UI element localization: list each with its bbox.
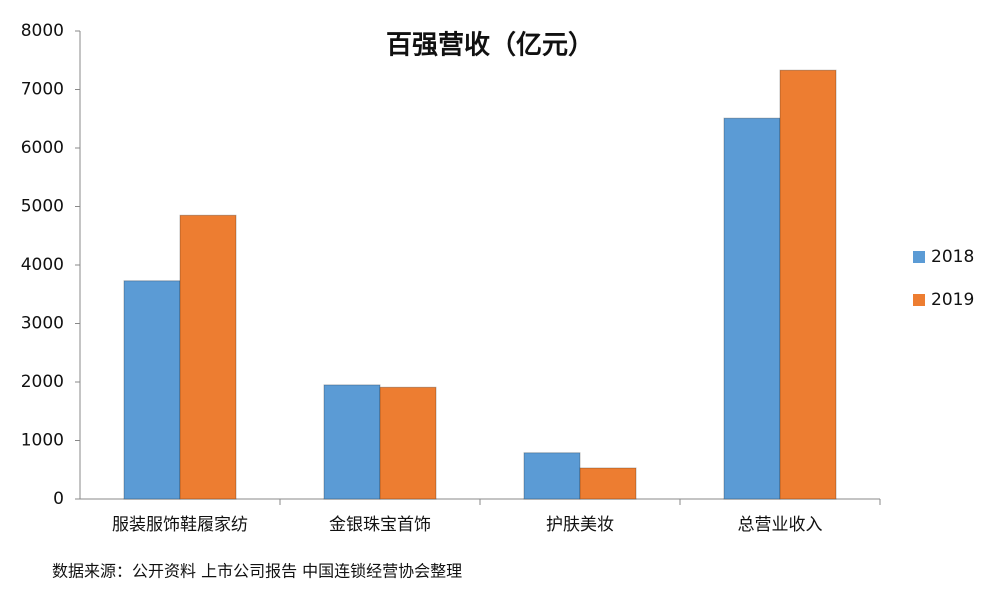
legend-label: 2019 — [931, 290, 974, 310]
x-tick-label: 总营业收入 — [738, 515, 823, 535]
bar — [179, 214, 237, 500]
bar — [579, 467, 637, 500]
bar — [123, 280, 181, 500]
y-tick-label: 4000 — [21, 255, 64, 275]
bar — [379, 386, 437, 500]
y-tick-label: 1000 — [21, 431, 64, 451]
y-tick-label: 7000 — [21, 80, 64, 100]
bar — [523, 452, 581, 500]
x-tick-label: 服装服饰鞋履家纺 — [112, 515, 248, 535]
legend-swatch — [913, 294, 925, 306]
legend-label: 2018 — [931, 247, 974, 267]
bar — [323, 384, 381, 500]
y-tick-label: 6000 — [21, 138, 64, 158]
bar — [723, 117, 781, 500]
y-tick-label: 0 — [53, 489, 64, 509]
chart-title: 百强营收（亿元） — [386, 31, 594, 61]
source-note: 数据来源：公开资料 上市公司报告 中国连锁经营协会整理 — [52, 562, 462, 581]
x-tick-label: 金银珠宝首饰 — [329, 515, 431, 535]
y-tick-label: 2000 — [21, 372, 64, 392]
y-tick-label: 5000 — [21, 197, 64, 217]
y-tick-label: 3000 — [21, 314, 64, 334]
legend-swatch — [913, 251, 925, 263]
x-tick-label: 护肤美妆 — [546, 515, 614, 535]
y-tick-label: 8000 — [21, 21, 64, 41]
bar — [779, 69, 837, 500]
